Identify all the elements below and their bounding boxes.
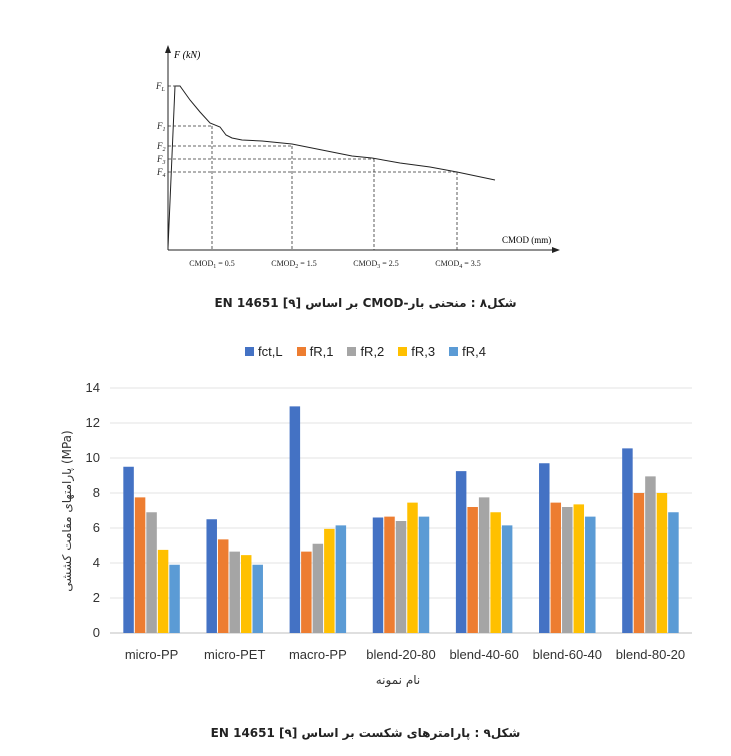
legend-label: fR,1 — [309, 344, 334, 359]
cmod2-label: CMOD2 = 1.5 — [271, 259, 317, 270]
legend-item: fR,3 — [398, 344, 435, 359]
y-tick-label: 14 — [86, 380, 100, 395]
x-tick-label: blend-60-40 — [533, 647, 602, 662]
f3-label: F3 — [156, 154, 166, 166]
bar-micro-PET-fR4 — [252, 564, 263, 633]
legend-label: fct,L — [258, 344, 283, 359]
bar-blend-40-60-fR2 — [478, 497, 490, 633]
f2-label: F2 — [156, 141, 166, 153]
bar-blend-80-20-fR4 — [668, 512, 679, 633]
y-axis-arrow-icon — [165, 45, 171, 53]
bar-micro-PP-fR3 — [157, 549, 169, 633]
legend-label: fR,2 — [360, 344, 385, 359]
bar-blend-80-20-fR1 — [633, 493, 645, 633]
legend-swatch — [449, 347, 459, 356]
bar-micro-PET-fctL — [206, 519, 217, 633]
y-tick-label: 0 — [93, 625, 100, 640]
bar-macro-PP-fR4 — [335, 525, 347, 633]
f-markers: FL F1 F2 F3 F4 — [155, 81, 166, 179]
bar-blend-40-60-fR4 — [501, 525, 513, 633]
legend-item: fR,4 — [449, 344, 486, 359]
legend-swatch — [245, 347, 255, 356]
legend-label: fR,3 — [411, 344, 436, 359]
legend-item: fR,2 — [347, 344, 384, 359]
cmod1-label: CMOD1 = 0.5 — [189, 259, 235, 270]
bar-blend-80-20-fR3 — [656, 493, 668, 633]
bar-blend-40-60-fR1 — [467, 507, 478, 633]
bar-micro-PP-fR1 — [134, 497, 146, 633]
y-axis-label: F (kN) — [173, 50, 201, 61]
y-tick-label: 8 — [93, 485, 100, 500]
bar-macro-PP-fR1 — [301, 551, 312, 633]
legend-swatch — [398, 347, 408, 356]
bars — [123, 406, 679, 633]
marker-lines — [168, 85, 458, 250]
x-tick-label: micro-PET — [204, 647, 265, 662]
f1-label: F1 — [156, 121, 166, 133]
bar-blend-60-40-fR4 — [585, 516, 596, 633]
bar-micro-PP-fR2 — [146, 512, 157, 633]
bar-x-axis-label: نام نمونه — [376, 673, 421, 688]
bar-blend-40-60-fR3 — [490, 512, 501, 633]
y-tick-label: 4 — [93, 555, 100, 570]
legend: fct,L fR,1 fR,2 fR,3 fR,4 — [0, 344, 731, 359]
bar-blend-20-80-fR3 — [407, 502, 418, 633]
bar-micro-PP-fR4 — [169, 564, 180, 633]
bar-blend-60-40-fR2 — [562, 507, 573, 633]
bar-macro-PP-fR3 — [324, 528, 335, 633]
bar-blend-60-40-fR1 — [550, 502, 562, 633]
legend-label: fR,4 — [462, 344, 486, 359]
bar-blend-80-20-fctL — [622, 448, 633, 633]
y-tick-label: 12 — [86, 415, 100, 430]
x-tick-label: blend-20-80 — [366, 647, 435, 662]
x-axis-label: CMOD (mm) — [502, 235, 551, 245]
fl-label: FL — [155, 81, 166, 93]
bar-macro-PP-fctL — [289, 406, 301, 633]
legend-item: fR,1 — [296, 344, 334, 359]
bar-micro-PET-fR3 — [240, 555, 252, 633]
bar-micro-PET-fR1 — [217, 539, 229, 633]
bar-micro-PP-fctL — [123, 466, 134, 633]
y-tick-label: 10 — [86, 450, 100, 465]
load-cmod-chart: F (kN) CMOD (mm) FL F1 F2 F3 F4 CMOD1 = … — [155, 45, 560, 270]
x-tick-label: blend-40-60 — [449, 647, 518, 662]
x-tick-label: macro-PP — [289, 647, 347, 662]
bar-y-axis-label: پارامتهای مقامت کششی (MPa) — [60, 430, 75, 591]
x-tick-label: blend-80-20 — [616, 647, 685, 662]
y-tick-label: 6 — [93, 520, 100, 535]
bar-micro-PET-fR2 — [229, 551, 240, 633]
y-tick-label: 2 — [93, 590, 100, 605]
cmod3-label: CMOD3 = 2.5 — [353, 259, 399, 270]
x-tick-labels: micro-PP micro-PET macro-PP blend-20-80 blen… — [125, 647, 685, 662]
bar-macro-PP-fR2 — [312, 543, 324, 633]
bar-blend-40-60-fctL — [455, 471, 467, 633]
y-tick-labels: 0 2 4 6 8 10 12 14 — [86, 380, 100, 640]
x-tick-label: micro-PP — [125, 647, 178, 662]
legend-swatch — [347, 347, 357, 356]
bar-blend-80-20-fR2 — [645, 476, 656, 633]
bar-blend-20-80-fctL — [372, 517, 384, 633]
bar-blend-20-80-fR1 — [384, 516, 395, 633]
x-axis-arrow-icon — [552, 247, 560, 253]
cmod-markers: CMOD1 = 0.5 CMOD2 = 1.5 CMOD3 = 2.5 CMOD… — [189, 259, 481, 270]
bar-blend-60-40-fctL — [539, 463, 550, 633]
bar-blend-60-40-fR3 — [573, 504, 585, 633]
f4-label: F4 — [156, 167, 166, 179]
cmod4-label: CMOD4 = 3.5 — [435, 259, 481, 270]
figure8-caption: شکل۸ : منحنی بار-CMOD بر اساس EN 14651 [… — [214, 296, 517, 310]
fracture-parameters-chart: 0 2 4 6 8 10 12 14 micro-PP micro-PET macro-PP ble… — [60, 380, 692, 688]
bar-blend-20-80-fR4 — [418, 516, 430, 633]
legend-swatch — [296, 347, 306, 356]
load-curve — [167, 85, 496, 249]
bar-blend-20-80-fR2 — [395, 521, 407, 633]
legend-item: fct,L — [245, 344, 283, 359]
figure9-caption: شکل۹ : پارامترهای شکست بر اساس EN 14651 … — [210, 726, 521, 740]
